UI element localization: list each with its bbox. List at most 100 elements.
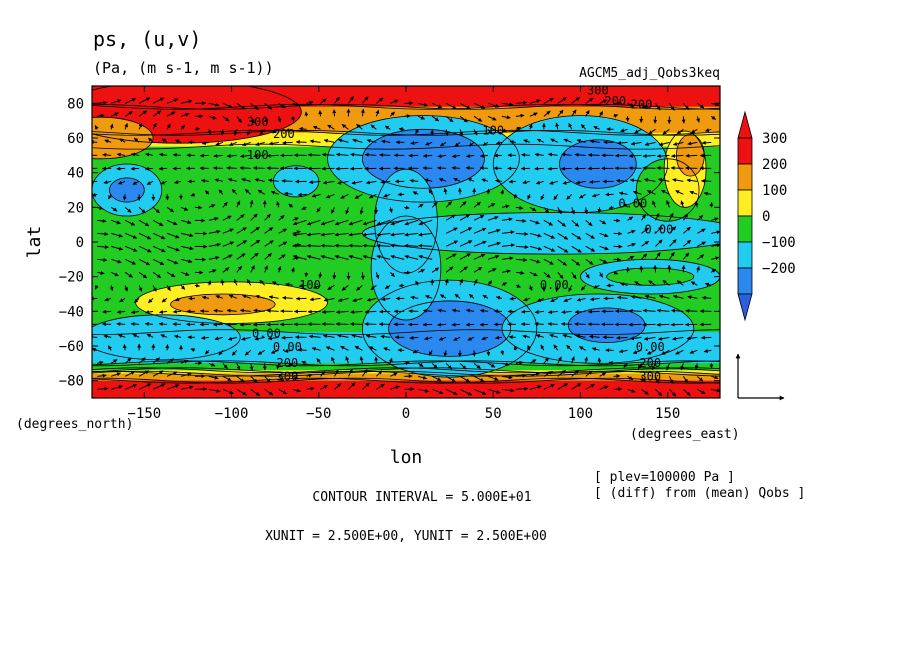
colorbar-extend-top <box>737 110 753 139</box>
x-unit-label: (degrees_east) <box>630 427 740 442</box>
wind-vector-207 <box>467 336 475 341</box>
wind-vector-680 <box>165 194 170 201</box>
wind-vector-750 <box>508 179 516 184</box>
wind-vector-163 <box>486 350 491 357</box>
wind-vector-455 <box>166 258 179 265</box>
wind-vector-965 <box>375 109 380 117</box>
wind-vector-59 <box>292 375 299 380</box>
wind-vector-510 <box>292 243 307 248</box>
wind-vector-865 <box>228 141 237 146</box>
wind-vector-567 <box>473 227 487 234</box>
wind-vector-408 <box>138 271 148 279</box>
wind-vector-90 <box>97 360 104 365</box>
wind-vector-1000 <box>236 102 246 110</box>
wind-vector-885 <box>509 140 516 145</box>
wind-vector-607 <box>390 219 405 226</box>
contour-14 <box>580 258 720 295</box>
wind-vector-970 <box>445 115 454 123</box>
wind-vector-884 <box>495 140 503 145</box>
wind-vector-54 <box>222 375 232 382</box>
wind-vector-414 <box>222 267 230 273</box>
wind-vector-145 <box>231 349 238 356</box>
wind-vector-628 <box>696 215 704 221</box>
wind-vector-886 <box>523 139 531 144</box>
wind-vector-726 <box>173 180 182 184</box>
wind-vector-690 <box>297 192 307 197</box>
wind-vector-552 <box>264 227 274 234</box>
wind-vector-489 <box>641 253 648 260</box>
wind-vector-424 <box>360 272 365 280</box>
wind-vector-922 <box>398 127 405 132</box>
wind-vector-177 <box>675 349 684 355</box>
wind-vector-296 <box>451 308 461 313</box>
wind-vector-280 <box>226 308 237 313</box>
wind-vector-760 <box>643 178 656 182</box>
wind-vector-540 <box>97 231 109 236</box>
wind-vector-740 <box>365 180 377 185</box>
wind-vector-227 <box>116 322 126 327</box>
wind-vector-595 <box>236 214 245 221</box>
wind-vector-707 <box>540 194 545 201</box>
wind-vector-660 <box>515 205 524 210</box>
wind-vector-1023 <box>557 96 567 104</box>
wind-vector-636 <box>180 206 189 211</box>
wind-vector-759 <box>629 178 642 183</box>
wind-vector-1016 <box>459 102 471 110</box>
wind-vector-257 <box>534 322 544 327</box>
wind-vector-647 <box>331 207 335 214</box>
wind-vector-622 <box>613 218 621 223</box>
wind-vector-515 <box>362 243 377 248</box>
wind-vector-339 <box>425 295 433 299</box>
wind-vector-429 <box>431 267 440 273</box>
wind-vector-8 <box>208 388 221 393</box>
wind-vector-28 <box>487 388 501 394</box>
wind-vector-756 <box>589 180 600 184</box>
wind-vector-30 <box>515 386 529 391</box>
wind-vector-903 <box>138 122 143 130</box>
wind-vector-560 <box>362 232 377 237</box>
wind-vector-137 <box>122 344 127 351</box>
wind-vector-473 <box>404 254 419 260</box>
wind-vector-867 <box>255 141 265 146</box>
wind-vector-214 <box>562 333 572 338</box>
wind-vector-949 <box>152 110 162 117</box>
wind-vector-798 <box>547 166 558 171</box>
wind-vector-843 <box>547 152 558 157</box>
wind-vector-350 <box>576 297 586 302</box>
wind-vector-1014 <box>431 102 443 109</box>
wind-vector-140 <box>165 344 170 351</box>
wind-vector-667 <box>608 205 614 210</box>
wind-vector-634 <box>152 206 160 214</box>
wind-vector-535 <box>655 239 663 247</box>
wind-vector-1009 <box>362 96 369 104</box>
wind-vector-81 <box>599 372 607 377</box>
wind-vector-1010 <box>376 97 384 104</box>
wind-vector-907 <box>194 127 201 132</box>
wind-vector-413 <box>208 269 217 273</box>
contour-label-0: 300 <box>247 115 269 129</box>
wind-vector-34 <box>571 382 582 390</box>
wind-vector-608 <box>404 219 419 226</box>
contour-label-7: 0.00 <box>644 222 673 236</box>
wind-vector-47 <box>124 371 136 377</box>
wind-vector-916 <box>312 125 321 130</box>
wind-vector-1033 <box>697 102 705 109</box>
wind-vector-855 <box>92 140 98 145</box>
wind-vector-849 <box>628 153 642 158</box>
wind-vector-127 <box>608 361 614 366</box>
wind-vector-1020 <box>515 100 528 105</box>
wind-vector-312 <box>670 308 684 313</box>
wind-vector-107 <box>331 356 335 364</box>
contour-label-5: 200 <box>631 98 653 112</box>
wind-vector-819 <box>213 153 223 158</box>
wind-vector-496 <box>111 245 124 251</box>
wind-vector-1029 <box>641 102 648 110</box>
wind-vector-294 <box>422 308 433 313</box>
wind-vector-5 <box>166 384 180 390</box>
wind-vector-912 <box>259 128 266 135</box>
wind-vector-643 <box>276 201 281 208</box>
wind-vector-797 <box>534 166 544 171</box>
band-contour-5-0 <box>92 370 720 377</box>
wind-vector-203 <box>409 335 419 340</box>
wind-vector-831 <box>379 153 391 157</box>
